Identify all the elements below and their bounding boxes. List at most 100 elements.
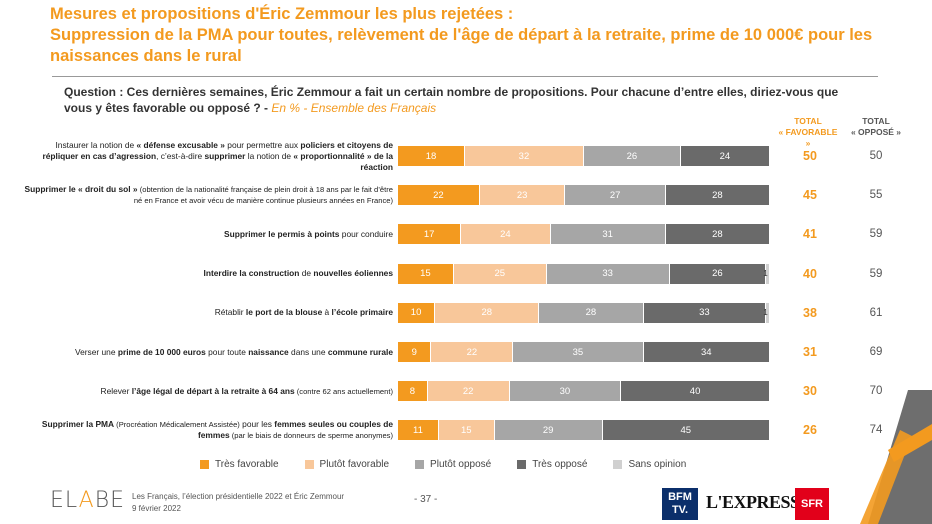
page-number: - 37 -	[414, 494, 438, 505]
legend-item: Très opposé	[517, 459, 587, 470]
legend-swatch	[200, 460, 209, 469]
elabe-deco-icon	[860, 390, 932, 524]
total-favorable-value: 40	[803, 266, 817, 281]
bfm-line1: BFM	[668, 491, 692, 503]
bar-segment: 27	[565, 185, 666, 206]
bar-segment-sans-opinion	[766, 263, 770, 284]
bar-segment: 40	[621, 381, 770, 402]
bar-segment: 18	[398, 146, 465, 166]
total-oppose-value: 69	[869, 346, 883, 358]
legend-swatch	[613, 460, 623, 469]
bar-segment: 28	[435, 302, 540, 323]
bar-segment: 22	[427, 381, 510, 402]
total-oppose-value: 50	[869, 150, 883, 162]
bfmtv-logo: BFM TV.	[662, 488, 698, 520]
total-oppose-value: 59	[869, 267, 883, 280]
row-label: Supprimer le permis à points pour condui…	[224, 228, 393, 239]
bar-segment: 32	[464, 146, 584, 166]
bar-segment: 26	[584, 146, 681, 166]
bar-segment: 8	[398, 381, 428, 402]
bar-segment: 28	[665, 185, 770, 206]
legend-swatch	[517, 460, 527, 469]
chart-legend: Très favorable Plutôt favorable Plutôt opp…	[200, 459, 686, 470]
question-sub: En % - Ensemble des Français	[271, 101, 437, 115]
bar-segment: 29	[494, 420, 603, 441]
row-label: Relever l’âge légal de départ à la retra…	[100, 385, 393, 396]
elabe-logo: ELABE	[50, 488, 126, 513]
footer-date: 9 février 2022	[132, 504, 181, 513]
total-favorable-value: 38	[803, 305, 817, 320]
bar-segment: 23	[479, 185, 566, 206]
bar-segment: 15	[398, 263, 454, 284]
bar-segment: 9	[398, 342, 432, 362]
title-divider	[52, 76, 878, 77]
bar-label-sans-opinion: 1	[763, 268, 768, 278]
legend-swatch	[415, 460, 425, 469]
bar-segment: 30	[509, 381, 622, 402]
bar-segment: 15	[438, 420, 495, 441]
bar-segment-sans-opinion	[766, 302, 770, 323]
total-oppose-value: 74	[869, 424, 883, 437]
total-favorable-value: 26	[803, 423, 817, 438]
bfm-line2: TV.	[671, 504, 689, 516]
row-label: Supprimer la PMA (Procréation Médicaleme…	[41, 419, 393, 441]
bar-segment: 35	[513, 342, 644, 362]
bar-segment: 33	[643, 302, 767, 323]
bar-segment: 24	[680, 146, 770, 166]
legend-item: Sans opinion	[613, 459, 686, 470]
legend-item: Plutôt opposé	[415, 459, 491, 470]
bar-segment: 28	[665, 224, 770, 245]
bar-segment: 25	[453, 263, 547, 284]
total-favorable-value: 30	[803, 384, 817, 399]
bar-segment: 24	[461, 224, 551, 245]
legend-label: Très favorable	[215, 459, 279, 470]
bar-segment: 10	[398, 302, 436, 323]
page-title: Mesures et propositions d'Éric Zemmour l…	[50, 4, 890, 67]
total-favorable-value: 50	[803, 149, 817, 163]
bar-segment: 28	[539, 302, 644, 323]
question-text: Question : Ces dernières semaines, Éric …	[64, 84, 854, 116]
bar-segment: 22	[398, 185, 480, 206]
total-oppose-value: 55	[869, 189, 883, 202]
total-oppose-value: 70	[869, 385, 883, 398]
bar-segment: 11	[398, 420, 439, 441]
total-oppose-value: 61	[869, 306, 883, 319]
legend-label: Plutôt favorable	[319, 459, 390, 470]
header-fav-line2: « FAVORABLE »	[778, 127, 838, 148]
legend-label: Sans opinion	[628, 459, 687, 470]
row-label: Instaurer la notion de « défense excusab…	[42, 139, 393, 172]
bar-segment: 22	[431, 342, 514, 362]
row-label: Interdire la construction de nouvelles é…	[203, 268, 393, 279]
legend-item: Très favorable	[200, 459, 279, 470]
bar-segment: 45	[602, 420, 770, 441]
row-label: Rétablir le port de la blouse à l’école …	[214, 307, 393, 318]
total-oppose-value: 59	[869, 228, 883, 241]
row-label: Supprimer le « droit du sol » (obtention…	[24, 184, 394, 206]
legend-label: Très opposé	[532, 459, 588, 470]
header-total-oppose: TOTAL « OPPOSÉ »	[846, 116, 906, 138]
header-opp-line2: « OPPOSÉ »	[850, 127, 902, 137]
footer-text: Les Français, l’élection présidentielle …	[132, 491, 344, 515]
legend-label: Plutôt opposé	[430, 459, 492, 470]
header-fav-line1: TOTAL	[794, 116, 822, 126]
question-main: Question : Ces dernières semaines, Éric …	[64, 85, 839, 115]
header-total-favorable: TOTAL « FAVORABLE »	[778, 116, 838, 149]
legend-item: Plutôt favorable	[304, 459, 390, 470]
row-label: Verser une prime de 10 000 euros pour to…	[74, 346, 393, 357]
header-opp-line1: TOTAL	[862, 116, 890, 126]
bar-segment: 34	[643, 342, 770, 362]
bar-segment: 26	[669, 263, 767, 284]
footer-line1: Les Français, l’élection présidentielle …	[132, 492, 345, 501]
legend-swatch	[304, 460, 314, 469]
total-favorable-value: 31	[803, 345, 817, 359]
bar-label-sans-opinion: 1	[763, 307, 768, 317]
total-favorable-value: 45	[803, 188, 817, 203]
sfr-logo: SFR	[795, 488, 829, 520]
title-line-1: Mesures et propositions d'Éric Zemmour l…	[50, 5, 514, 23]
bar-segment: 17	[398, 224, 462, 245]
bar-segment: 33	[546, 263, 670, 284]
total-favorable-value: 41	[803, 227, 817, 242]
lexpress-logo: L'EXPRESS	[706, 492, 800, 512]
bar-segment: 31	[550, 224, 666, 245]
title-line-2: Suppression de la PMA pour toutes, relèv…	[50, 26, 873, 65]
